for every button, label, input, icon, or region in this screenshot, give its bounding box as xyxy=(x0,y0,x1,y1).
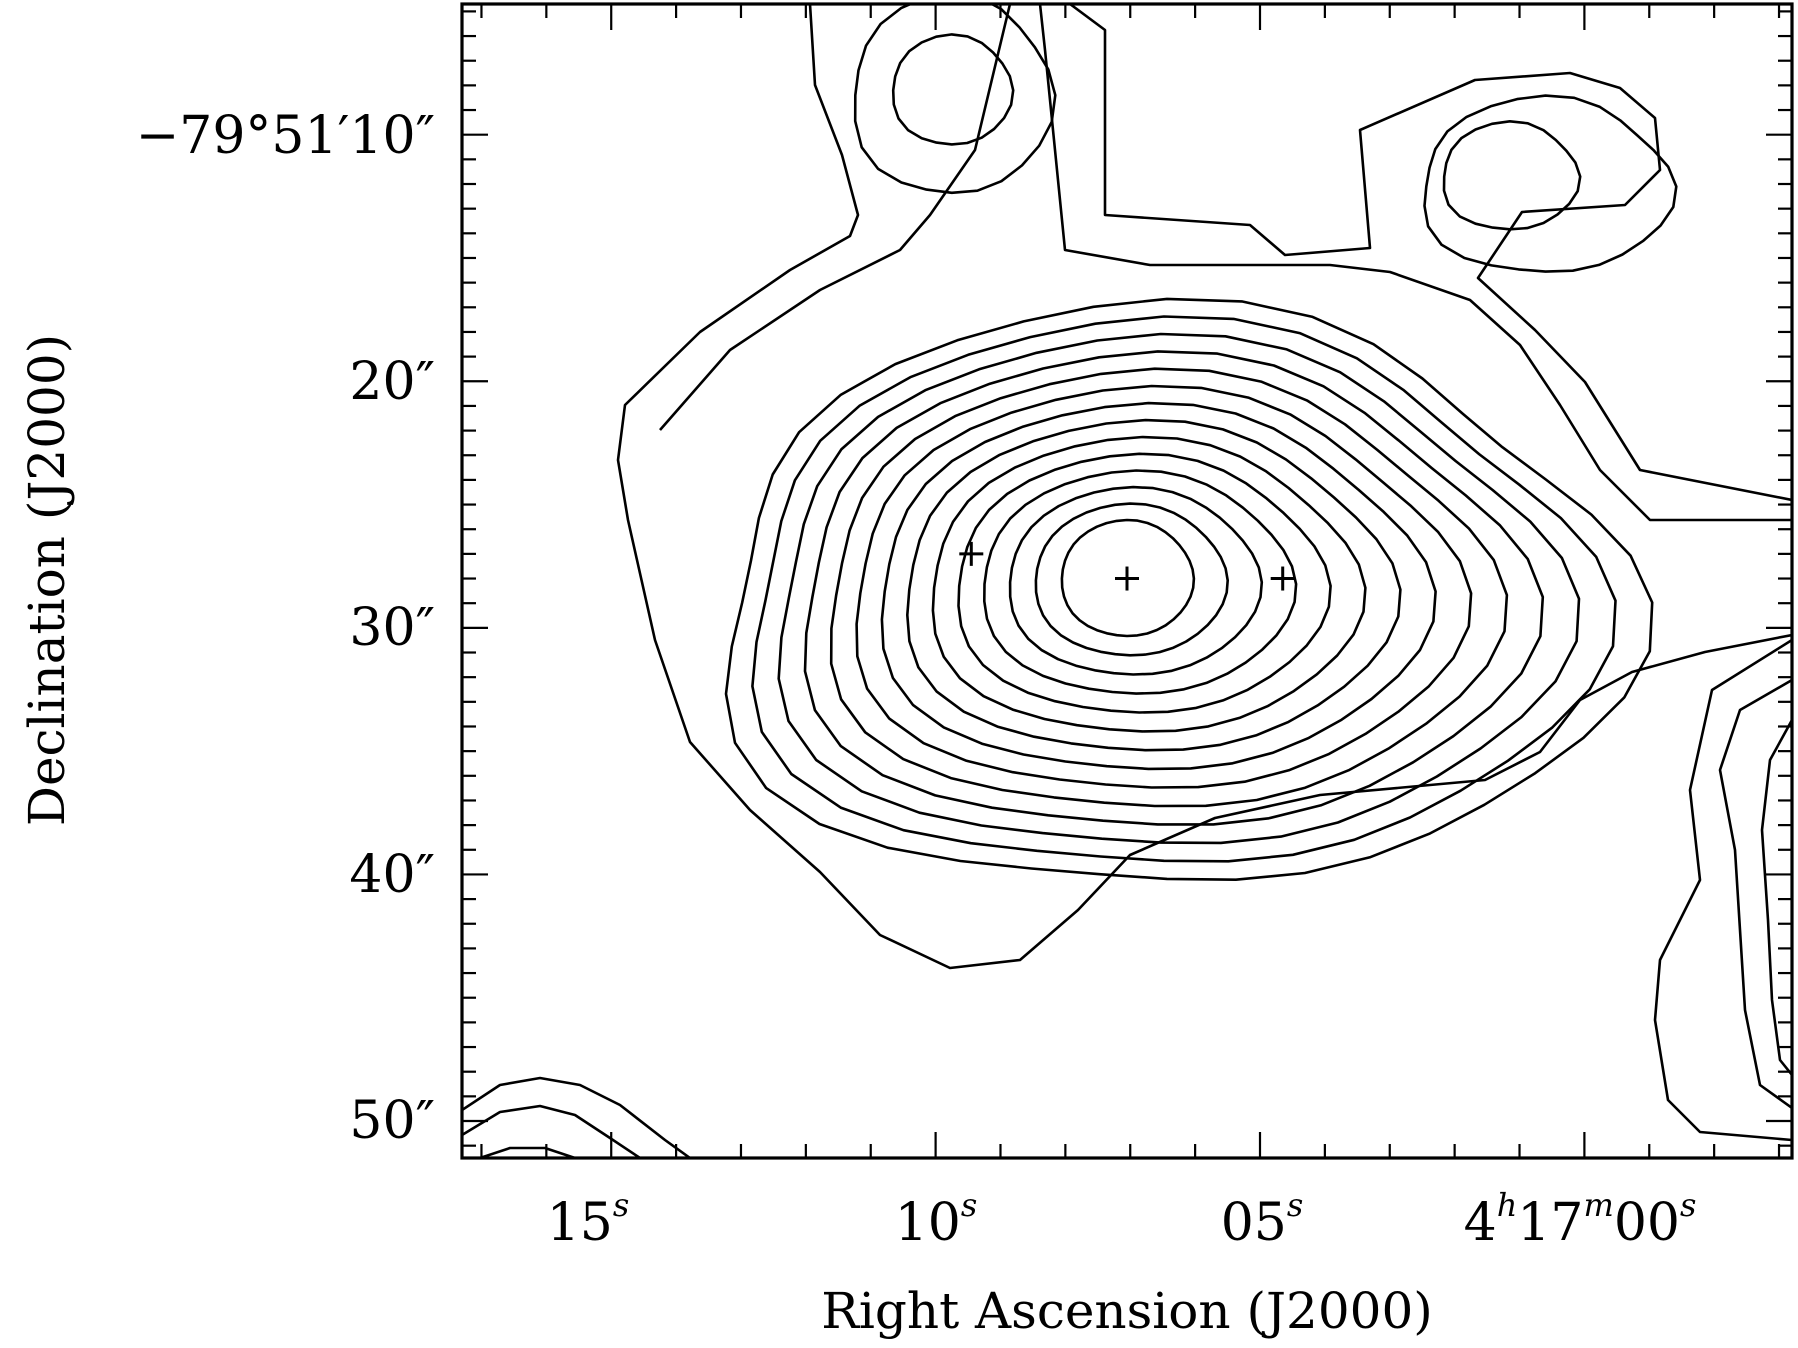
contour-line xyxy=(751,315,1617,863)
y-axis-title: Declination (J2000) xyxy=(18,334,76,826)
contour-line xyxy=(659,4,1792,522)
contour-line xyxy=(1718,678,1792,1110)
y-tick-label: 50″ xyxy=(349,1091,435,1151)
y-tick-label: −79°51′10″ xyxy=(136,106,435,166)
contour-lines xyxy=(462,4,1792,1158)
y-tick-label: 20″ xyxy=(349,352,435,412)
contour-line xyxy=(931,435,1367,733)
contour-line xyxy=(777,332,1581,845)
source-marker xyxy=(959,541,984,566)
contour-line xyxy=(1060,518,1196,638)
contour-line xyxy=(1034,502,1229,657)
axis-ticks xyxy=(462,4,1792,1158)
contour-line xyxy=(1423,94,1678,273)
source-marker xyxy=(1270,566,1295,591)
contour-line xyxy=(724,297,1654,882)
x-tick-label-05s: 05s xyxy=(1221,1186,1304,1253)
contour-line xyxy=(616,4,1792,970)
contour-line xyxy=(1442,120,1582,231)
y-tick-label: 30″ xyxy=(349,598,435,658)
x-tick-label-15s: 15s xyxy=(547,1186,630,1253)
contour-line xyxy=(829,367,1509,808)
contour-line xyxy=(462,1076,691,1158)
contour-line xyxy=(880,401,1437,771)
source-marker xyxy=(1115,566,1139,591)
y-tick-labels: −79°51′10″ 20″ 30″ 40″ 50″ xyxy=(136,106,435,1151)
plot-frame xyxy=(460,2,1794,1160)
contour-line xyxy=(957,452,1332,714)
contour-line xyxy=(1760,719,1792,1076)
contour-line xyxy=(853,4,1057,195)
contour-line xyxy=(905,418,1402,752)
contour-line xyxy=(803,350,1545,826)
contour-line xyxy=(855,384,1473,789)
contour-line xyxy=(982,469,1298,695)
y-tick-label: 40″ xyxy=(349,845,435,905)
source-markers xyxy=(959,541,1295,591)
contour-line xyxy=(479,1146,576,1158)
x-axis-title: Right Ascension (J2000) xyxy=(821,1282,1433,1340)
x-tick-label-10s: 10s xyxy=(895,1186,978,1253)
contour-line xyxy=(462,1104,641,1158)
contour-line xyxy=(891,33,1015,146)
contour-line xyxy=(1008,485,1264,676)
contour-line xyxy=(1653,638,1792,1142)
x-tick-label-origin: 4h17m00s xyxy=(1464,1186,1697,1253)
x-tick-labels: 15s 10s 05s 4h17m00s xyxy=(547,1186,1697,1253)
